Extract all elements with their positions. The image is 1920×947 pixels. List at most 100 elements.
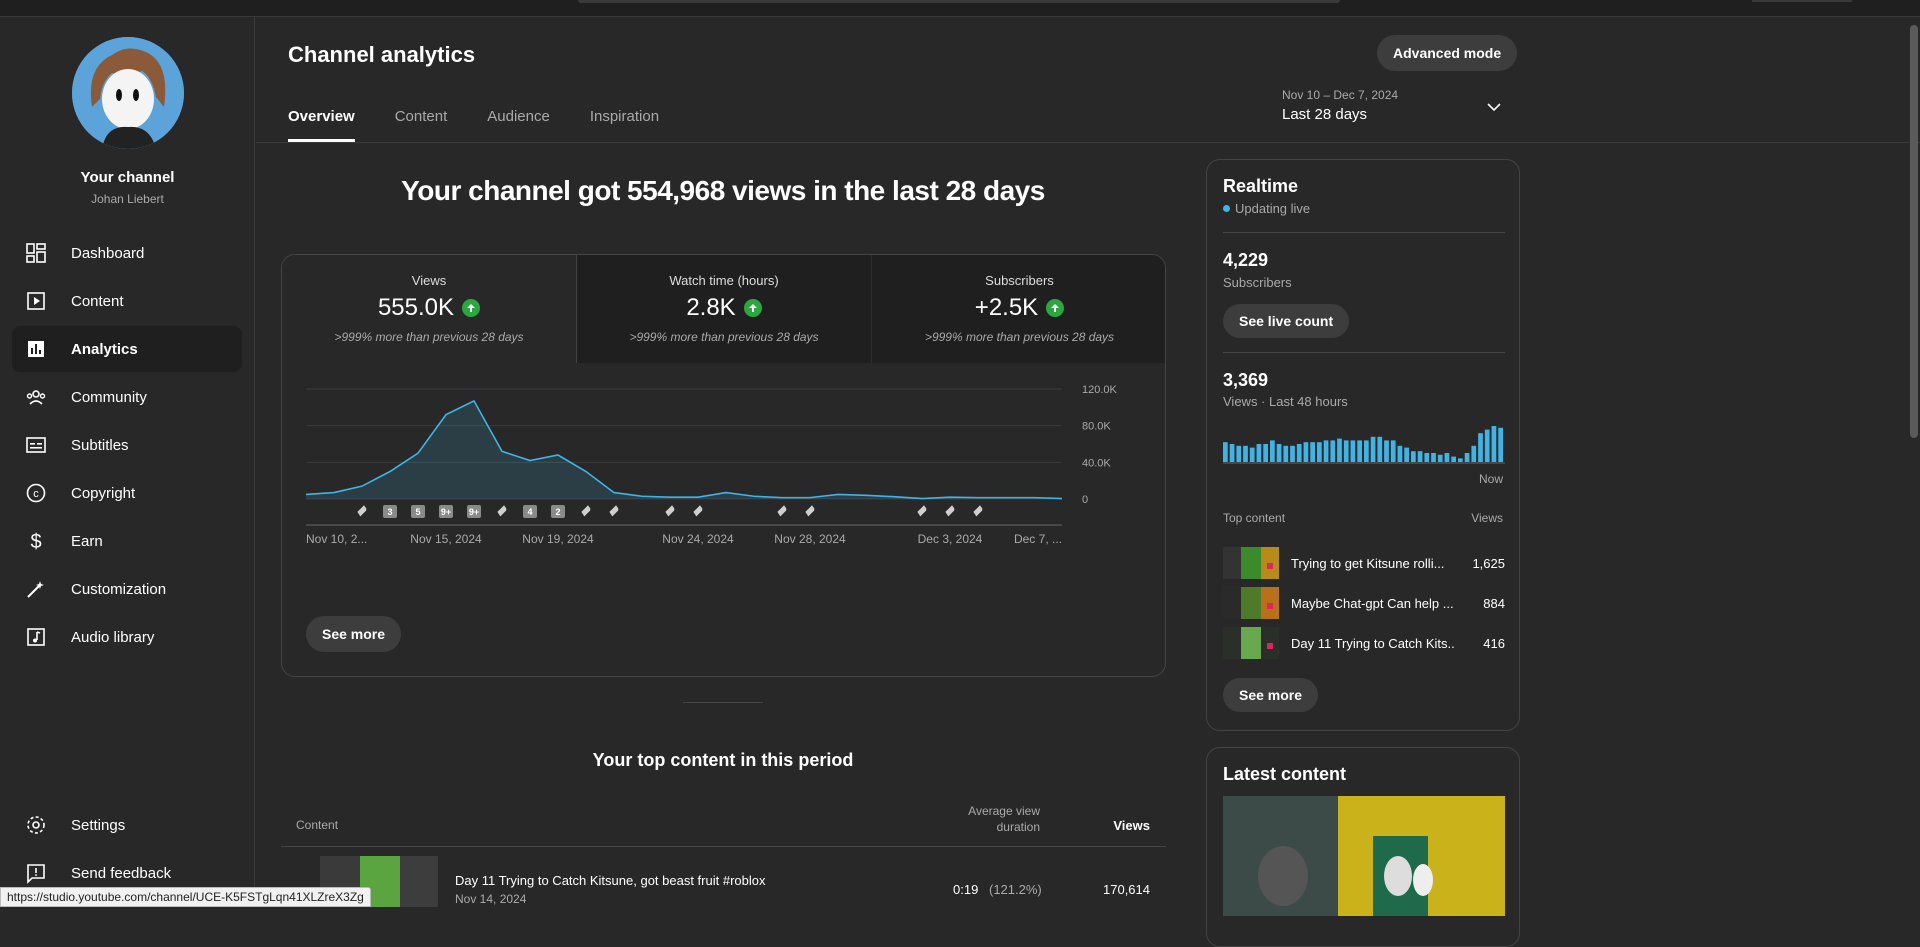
now-label: Now (1478, 472, 1503, 486)
realtime-bar (1377, 436, 1383, 462)
realtime-bar (1270, 440, 1275, 462)
video-thumbnail (1223, 627, 1279, 659)
realtime-bar (1484, 429, 1490, 462)
svg-text:$: $ (30, 531, 41, 552)
channel-avatar[interactable] (72, 37, 184, 149)
sidebar-item-label: Analytics (71, 340, 138, 358)
views-48h-label: Views · Last 48 hours (1223, 394, 1348, 409)
upload-marker (383, 505, 397, 518)
realtime-title: Realtime (1223, 176, 1299, 196)
shorts-icon (497, 505, 507, 517)
video-date: Nov 14, 2024 (455, 892, 527, 906)
tab-audience[interactable]: Audience (487, 108, 550, 125)
see-live-count-button[interactable]: See live count (1223, 304, 1350, 338)
video-title: Day 11 Trying to Catch Kits... (1291, 635, 1455, 651)
column-header-avd[interactable]: Average view duration (900, 803, 1040, 835)
sidebar-item-label: Content (71, 292, 124, 310)
subtitles-icon (24, 433, 48, 457)
metric-comparison: >999% more than previous 28 days (629, 330, 819, 344)
metric-comparison: >999% more than previous 28 days (924, 330, 1115, 344)
realtime-bar (1451, 456, 1456, 462)
realtime-bar (1296, 444, 1302, 462)
metric-watch-time[interactable]: Watch time (hours) 2.8K >999% more than … (577, 255, 872, 363)
realtime-bar (1417, 451, 1423, 462)
metric-label: Subscribers (985, 273, 1054, 288)
see-more-button[interactable]: See more (306, 616, 402, 652)
metric-value: +2.5K (974, 294, 1039, 321)
video-views: 170,614 (1103, 882, 1150, 897)
sidebar-item-earn[interactable]: $ Earn (12, 518, 242, 564)
upload-marker (467, 505, 481, 518)
realtime-bar (1384, 440, 1389, 462)
top-content-label: Top content (1223, 511, 1286, 525)
realtime-bar (1337, 438, 1342, 462)
sidebar-item-copyright[interactable]: c Copyright (12, 470, 242, 516)
upload-marker (523, 505, 537, 518)
create-button[interactable] (1752, 0, 1852, 2)
video-title[interactable]: Day 11 Trying to Catch Kitsune, got beas… (455, 873, 766, 888)
realtime-bar (1256, 444, 1262, 462)
chevron-down-icon[interactable] (1485, 100, 1503, 119)
y-tick-label: 40.0K (1082, 457, 1111, 469)
tab-inspiration[interactable]: Inspiration (589, 108, 660, 125)
sidebar-item-content[interactable]: Content (12, 278, 242, 324)
sidebar-item-label: Copyright (71, 484, 136, 502)
upload-marker-label: 4 (527, 507, 532, 517)
metric-label: Views (411, 273, 447, 288)
tab-content[interactable]: Content (394, 108, 448, 125)
shorts-icon (693, 505, 703, 517)
date-period-label[interactable]: Last 28 days (1282, 106, 1368, 123)
upload-marker-label: 3 (387, 507, 392, 517)
column-header-avd-line: duration (996, 820, 1040, 834)
divider (683, 702, 763, 703)
list-item[interactable]: Day 11 Trying to Catch Kits... 416 (1223, 626, 1505, 660)
column-header-content[interactable]: Content (296, 818, 339, 832)
realtime-bar (1303, 442, 1309, 462)
sidebar-item-community[interactable]: Community (12, 374, 242, 420)
sidebar-item-send-feedback[interactable]: Send feedback (12, 853, 242, 893)
page-scrollbar[interactable] (1910, 25, 1918, 438)
realtime-bar (1243, 445, 1248, 462)
latest-content-title: Latest content (1223, 764, 1347, 784)
realtime-bar (1343, 440, 1349, 462)
metric-views[interactable]: Views 555.0K >999% more than previous 28… (282, 255, 577, 363)
sidebar-item-audio-library[interactable]: Audio library (12, 614, 242, 660)
y-tick-label: 0 (1082, 494, 1088, 506)
shorts-icon (917, 505, 927, 517)
list-item[interactable]: Trying to get Kitsune rolli... 1,625 (1223, 546, 1505, 580)
date-range[interactable]: Nov 10 – Dec 7, 2024 (1282, 88, 1399, 102)
realtime-bar (1397, 445, 1403, 462)
realtime-bar (1317, 442, 1322, 462)
sidebar-item-analytics[interactable]: Analytics (12, 326, 242, 372)
realtime-bar (1498, 427, 1503, 462)
sidebar-item-dashboard[interactable]: Dashboard (12, 230, 242, 276)
overview-headline: Your channel got 554,968 views in the la… (401, 175, 1045, 206)
views-48h-count: 3,369 (1223, 370, 1269, 390)
trend-up-icon (462, 299, 481, 317)
list-item[interactable]: Maybe Chat-gpt Can help ... 884 (1223, 586, 1505, 620)
metric-subscribers[interactable]: Subscribers +2.5K >999% more than previo… (872, 255, 1165, 363)
tab-overview[interactable]: Overview (288, 108, 355, 142)
sidebar-item-label: Dashboard (71, 244, 145, 262)
sidebar-item-customization[interactable]: Customization (12, 566, 242, 612)
page-title: Channel analytics (288, 42, 476, 67)
realtime-bar (1357, 440, 1362, 462)
realtime-bar (1390, 440, 1396, 462)
shorts-icon (665, 505, 675, 517)
sidebar-item-subtitles[interactable]: Subtitles (12, 422, 242, 468)
x-tick-label: Nov 28, 2024 (774, 532, 846, 546)
sidebar-item-label: Subtitles (71, 436, 129, 454)
realtime-bar (1364, 440, 1369, 462)
search-box[interactable] (578, 0, 1340, 3)
upload-marker-label: 5 (415, 507, 420, 517)
sidebar-item-label: Community (71, 388, 147, 406)
svg-text:c: c (33, 488, 39, 500)
column-header-views[interactable]: Views (1113, 818, 1150, 833)
latest-video-thumbnail[interactable] (1223, 796, 1505, 916)
sidebar-item-settings[interactable]: Settings (12, 805, 242, 845)
video-title: Maybe Chat-gpt Can help ... (1291, 595, 1454, 611)
y-tick-label: 80.0K (1082, 421, 1111, 433)
tabs-divider (256, 142, 1920, 143)
advanced-mode-button[interactable]: Advanced mode (1377, 35, 1518, 71)
see-more-button[interactable]: See more (1223, 678, 1319, 712)
